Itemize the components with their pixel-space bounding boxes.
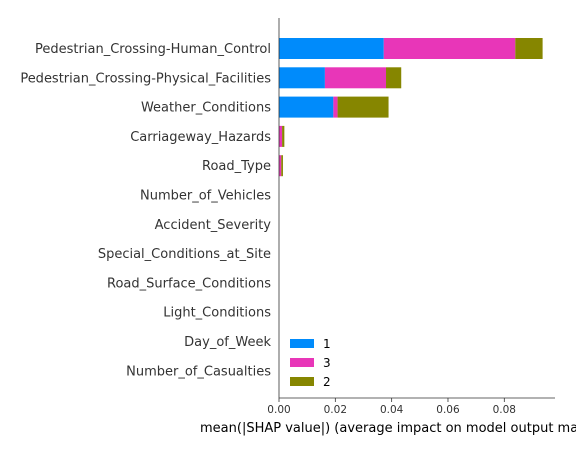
- category-label: Road_Surface_Conditions: [107, 276, 271, 291]
- x-ticks-group: 0.00 0.02 0.04 0.06 0.08: [267, 398, 516, 416]
- legend: 1 3 2: [290, 337, 331, 389]
- category-label: Day_of_Week: [184, 335, 271, 350]
- category-label: Number_of_Vehicles: [140, 189, 271, 204]
- category-label: Road_Type: [202, 159, 271, 174]
- bar-segment: [279, 38, 384, 59]
- bar-segment: [279, 67, 325, 89]
- bar-segment: [279, 96, 334, 118]
- bar-segment: [324, 67, 387, 89]
- bar-segment: [515, 38, 543, 59]
- category-label: Number_of_Casualties: [126, 364, 271, 379]
- bar-segment: [281, 155, 283, 177]
- legend-swatch: [290, 377, 314, 386]
- legend-label: 3: [323, 356, 331, 370]
- category-label: Accident_Severity: [155, 218, 272, 233]
- x-tick-label: 0.02: [324, 404, 347, 416]
- category-label: Pedestrian_Crossing-Human_Control: [35, 42, 271, 57]
- bar-segment: [383, 38, 516, 59]
- x-tick-label: 0.04: [380, 404, 404, 416]
- category-labels-group: Pedestrian_Crossing-Human_Control Pedestr…: [20, 42, 271, 379]
- bar-segment: [337, 96, 389, 118]
- x-axis-title: mean(|SHAP value|) (average impact on mo…: [200, 421, 576, 436]
- bar-segment: [279, 125, 283, 147]
- legend-label: 1: [323, 337, 331, 351]
- category-label: Special_Conditions_at_Site: [98, 247, 271, 262]
- x-tick-label: 0.08: [493, 404, 516, 416]
- x-tick-label: 0.00: [267, 404, 290, 416]
- x-tick-label: 0.06: [436, 404, 460, 416]
- legend-swatch: [290, 339, 314, 348]
- bars-group: [279, 38, 543, 177]
- category-label: Pedestrian_Crossing-Physical_Facilities: [20, 71, 271, 86]
- legend-label: 2: [323, 375, 331, 389]
- bar-segment: [282, 125, 285, 147]
- bar-segment: [386, 67, 402, 89]
- category-label: Carriageway_Hazards: [130, 130, 271, 145]
- category-label: Weather_Conditions: [141, 101, 271, 116]
- bar-segment: [279, 155, 282, 177]
- bar-segment: [333, 96, 338, 118]
- legend-swatch: [290, 358, 314, 367]
- category-label: Light_Conditions: [163, 306, 271, 321]
